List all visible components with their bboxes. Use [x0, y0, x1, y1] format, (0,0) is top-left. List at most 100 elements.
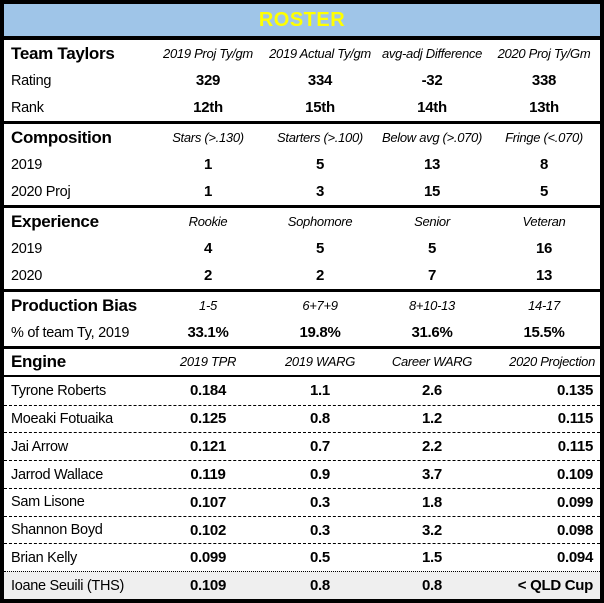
column-header: 2020 Proj Ty/Gm — [497, 46, 591, 61]
cell-value: -32 — [421, 72, 443, 89]
cell-value: 0.109 — [189, 577, 227, 595]
row-label: 2019 — [11, 240, 43, 257]
column-header: Below avg (>.070) — [381, 130, 483, 145]
column-header: Veteran — [522, 214, 566, 229]
column-header: 6+7+9 — [302, 298, 338, 313]
cell-value: 15.5% — [523, 324, 565, 341]
cell-value: 0.109 — [556, 466, 593, 484]
engine-header-row: Engine 2019 TPR 2019 WARG Career WARG 20… — [4, 349, 600, 377]
cell-value: 0.7 — [310, 438, 330, 456]
rank-row: Rank 12th 15th 14th 13th — [4, 94, 600, 121]
composition-header-row: Composition Stars (>.130) Starters (>.10… — [4, 124, 600, 151]
cell-value: 0.3 — [310, 493, 330, 511]
row-label: Rating — [11, 72, 52, 89]
cell-value: 1 — [203, 156, 213, 173]
column-header: 2019 Proj Ty/gm — [163, 46, 253, 61]
cell-value: 0.119 — [190, 466, 226, 484]
cell-value: 0.5 — [310, 549, 330, 567]
page-title: ROSTER — [258, 8, 346, 31]
cell-value: 12th — [193, 99, 223, 116]
cell-value: 0.121 — [189, 438, 227, 456]
section-composition: Composition Stars (>.130) Starters (>.10… — [4, 121, 600, 205]
column-header: Career WARG — [391, 354, 473, 370]
column-header: Starters (>.100) — [277, 130, 363, 145]
cell-value: 0.184 — [189, 382, 227, 400]
cell-value: 31.6% — [411, 324, 453, 341]
column-header: Fringe (<.070) — [505, 130, 583, 145]
cell-value: 33.1% — [187, 324, 229, 341]
cell-value: 3.2 — [422, 521, 442, 539]
cell-value: 0.099 — [189, 549, 227, 567]
player-row-tyrone-roberts: Tyrone Roberts 0.184 1.1 2.6 0.135 — [4, 377, 600, 405]
cell-value: 0.8 — [310, 410, 330, 428]
player-row-jarrod-wallace: Jarrod Wallace 0.119 0.9 3.7 0.109 — [4, 460, 600, 488]
row-label: 2020 Proj — [11, 183, 71, 200]
column-header: Stars (>.130) — [172, 130, 244, 145]
player-name: Moeaki Fotuaika — [11, 410, 113, 427]
player-row-brian-kelly: Brian Kelly 0.099 0.5 1.5 0.094 — [4, 543, 600, 571]
roster-banner: ROSTER — [4, 4, 600, 36]
cell-value: 0.8 — [422, 577, 442, 595]
cell-value: 329 — [195, 72, 221, 89]
column-header: 2019 Actual Ty/gm — [269, 46, 371, 61]
section-title-experience: Experience — [11, 211, 99, 231]
rating-row: Rating 329 334 -32 338 — [4, 67, 600, 94]
cell-value: 2.6 — [422, 382, 442, 400]
production-bias-header-row: Production Bias 1-5 6+7+9 8+10-13 14-17 — [4, 292, 600, 319]
cell-value: 1 — [203, 183, 213, 200]
cell-value: 0.8 — [310, 577, 330, 595]
cell-value: 2 — [315, 267, 325, 284]
cell-value: 5 — [315, 240, 325, 257]
player-name: Brian Kelly — [11, 549, 78, 566]
cell-value: 0.9 — [310, 466, 330, 484]
section-title-team-taylors: Team Taylors — [11, 43, 115, 63]
section-production-bias: Production Bias 1-5 6+7+9 8+10-13 14-17 … — [4, 289, 600, 346]
column-header: Rookie — [188, 214, 228, 229]
cell-value: 1.5 — [422, 549, 442, 567]
player-name: Ioane Seuili (THS) — [11, 577, 125, 594]
cell-value: 3.7 — [422, 466, 442, 484]
cell-value: 1.2 — [422, 410, 442, 428]
cell-value: 338 — [531, 72, 557, 89]
player-row-jai-arrow: Jai Arrow 0.121 0.7 2.2 0.115 — [4, 432, 600, 460]
player-name: Jai Arrow — [11, 438, 68, 455]
section-title-engine: Engine — [11, 351, 66, 371]
experience-2020-row: 2020 2 2 7 13 — [4, 262, 600, 289]
cell-value: 5 — [315, 156, 325, 173]
player-row-moeaki-fotuaika: Moeaki Fotuaika 0.125 0.8 1.2 0.115 — [4, 404, 600, 433]
cell-value: 2 — [203, 267, 213, 284]
row-label: 2020 — [11, 267, 43, 284]
column-header: 2019 TPR — [179, 354, 237, 370]
section-experience: Experience Rookie Sophomore Senior Veter… — [4, 205, 600, 289]
column-header: 8+10-13 — [409, 298, 455, 313]
cell-value: 7 — [427, 267, 437, 284]
cell-value: 334 — [307, 72, 333, 89]
composition-2020-row: 2020 Proj 1 3 15 5 — [4, 178, 600, 205]
player-name: Jarrod Wallace — [11, 466, 103, 483]
composition-2019-row: 2019 1 5 13 8 — [4, 151, 600, 178]
cell-value: 0.099 — [556, 493, 593, 511]
cell-value: 0.107 — [189, 493, 227, 511]
player-name: Sam Lisone — [11, 494, 85, 511]
cell-value: 16 — [535, 240, 553, 257]
cell-value: 0.098 — [556, 521, 593, 539]
column-header: 2020 Projection — [509, 354, 595, 370]
cell-value: 2.2 — [422, 438, 442, 456]
player-row-sam-lisone: Sam Lisone 0.107 0.3 1.8 0.099 — [4, 487, 600, 516]
cell-value: 4 — [203, 240, 213, 257]
cell-value: 13 — [423, 156, 441, 173]
player-row-ioane-seuili: Ioane Seuili (THS) 0.109 0.8 0.8 < QLD C… — [4, 571, 600, 599]
cell-value: 14th — [417, 99, 447, 116]
cell-value: 0.135 — [556, 382, 593, 400]
cell-value: 5 — [539, 183, 549, 200]
column-header: Senior — [414, 214, 450, 229]
player-row-shannon-boyd: Shannon Boyd 0.102 0.3 3.2 0.098 — [4, 515, 600, 544]
column-header: Sophomore — [287, 214, 353, 229]
cell-value: 13 — [535, 267, 553, 284]
cell-value: 19.8% — [299, 324, 341, 341]
section-title-production-bias: Production Bias — [11, 295, 137, 315]
cell-value: 0.115 — [557, 438, 594, 456]
player-name: Tyrone Roberts — [11, 382, 106, 399]
cell-value: 1.1 — [310, 382, 330, 400]
